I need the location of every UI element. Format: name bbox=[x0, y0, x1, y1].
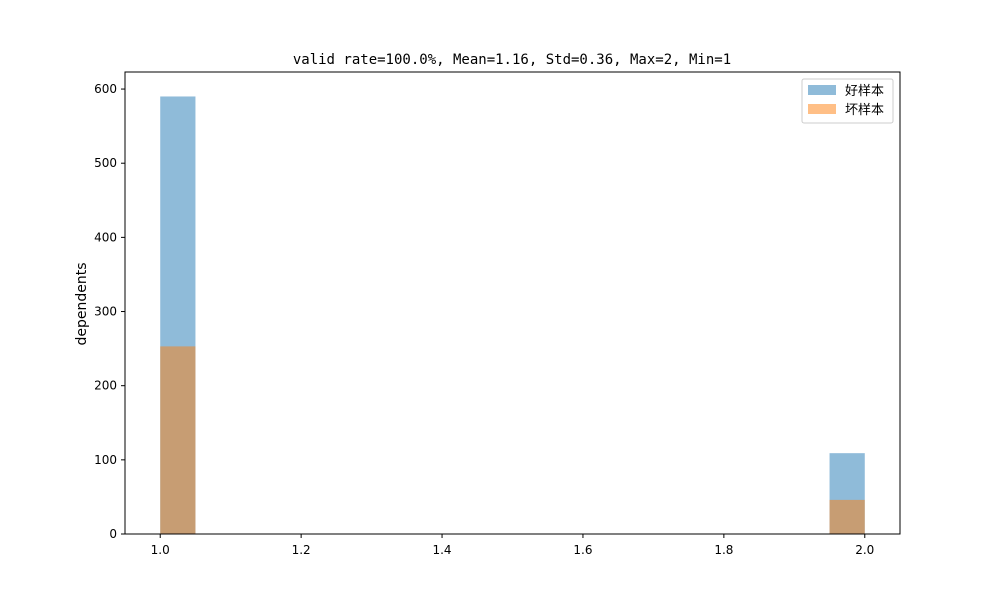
legend-swatch-good bbox=[808, 85, 836, 95]
y-tick-label: 400 bbox=[94, 230, 117, 244]
bars-group bbox=[160, 96, 865, 534]
x-tick-label: 1.4 bbox=[432, 543, 451, 557]
y-tick-label: 100 bbox=[94, 453, 117, 467]
bar-series-1-bin-1 bbox=[829, 499, 865, 534]
legend-label-good: 好样本 bbox=[845, 84, 884, 99]
x-tick-label: 1.0 bbox=[151, 543, 170, 557]
y-axis-label: dependents bbox=[74, 262, 90, 345]
y-tick-label: 0 bbox=[109, 527, 117, 541]
x-tick-label: 1.6 bbox=[573, 543, 592, 557]
x-axis: 1.0 1.2 1.4 1.6 1.8 2.0 bbox=[151, 534, 874, 557]
y-axis: 0 100 200 300 400 500 600 bbox=[94, 82, 125, 541]
y-tick-label: 300 bbox=[94, 305, 117, 319]
y-tick-label: 200 bbox=[94, 379, 117, 393]
plot-frame bbox=[124, 71, 901, 535]
legend-swatch-bad bbox=[808, 104, 836, 114]
y-tick-label: 600 bbox=[94, 82, 117, 96]
legend: 好样本 坏样本 bbox=[801, 78, 894, 124]
legend-label-bad: 坏样本 bbox=[845, 103, 884, 118]
y-tick-label: 500 bbox=[94, 156, 117, 170]
bar-series-1-bin-0 bbox=[160, 346, 196, 534]
x-tick-label: 1.8 bbox=[714, 543, 733, 557]
chart-title: valid rate=100.0%, Mean=1.16, Std=0.36, … bbox=[293, 52, 731, 68]
x-tick-label: 2.0 bbox=[855, 543, 874, 557]
x-tick-label: 1.2 bbox=[292, 543, 311, 557]
